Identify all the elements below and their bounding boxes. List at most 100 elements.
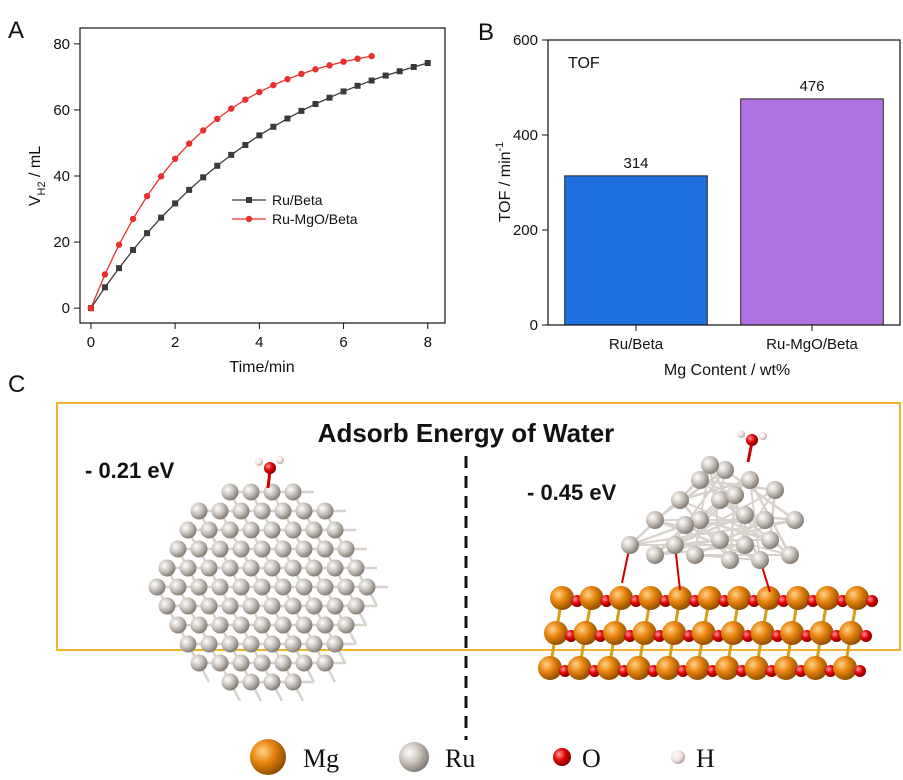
atom (646, 511, 664, 529)
atom (233, 617, 250, 634)
atom (666, 536, 684, 554)
marker (172, 200, 178, 206)
atom (538, 656, 562, 680)
legend-label: Ru/Beta (272, 192, 323, 208)
atom (296, 579, 313, 596)
atom (264, 522, 281, 539)
atom (212, 503, 229, 520)
atom (233, 503, 250, 520)
atom (597, 656, 621, 680)
atom (296, 617, 313, 634)
atom (833, 656, 857, 680)
atom (306, 598, 323, 615)
marker (158, 215, 164, 221)
marker (214, 163, 220, 169)
atom (285, 522, 302, 539)
atom (580, 586, 604, 610)
atom (804, 656, 828, 680)
atom (698, 586, 722, 610)
atom (191, 655, 208, 672)
atom (275, 617, 292, 634)
atom (170, 617, 187, 634)
marker (130, 247, 136, 253)
atom (222, 560, 239, 577)
atom (191, 541, 208, 558)
marker (186, 140, 192, 146)
atom (254, 579, 271, 596)
atom (243, 522, 260, 539)
atom (327, 636, 344, 653)
atom (255, 458, 263, 466)
legend-sphere (399, 742, 429, 772)
x-tick-label: 8 (424, 334, 432, 351)
atom (646, 546, 664, 564)
atom (603, 621, 627, 645)
legend-sphere (250, 739, 286, 775)
atom (285, 674, 302, 691)
marker (397, 68, 403, 74)
marker (116, 242, 122, 248)
atom (633, 621, 657, 645)
atom (285, 484, 302, 501)
marker (369, 78, 375, 84)
atom (233, 655, 250, 672)
x-tick-label: Ru-MgO/Beta (766, 336, 858, 353)
marker (298, 108, 304, 114)
atom (662, 621, 686, 645)
atom (306, 522, 323, 539)
atom (766, 481, 784, 499)
atom (254, 541, 271, 558)
atom (285, 560, 302, 577)
x-tick-label: 0 (87, 334, 95, 351)
marker (144, 230, 150, 236)
x-tick-label: 2 (171, 334, 179, 351)
atom (544, 621, 568, 645)
atom (726, 486, 744, 504)
marker (256, 89, 262, 95)
atom (275, 579, 292, 596)
marker (312, 101, 318, 107)
atom (243, 598, 260, 615)
annotation: TOF (568, 55, 600, 72)
marker (354, 56, 360, 62)
marker (116, 265, 122, 271)
atom (741, 471, 759, 489)
atom (774, 656, 798, 680)
atom (201, 636, 218, 653)
marker (340, 58, 346, 64)
atom (786, 586, 810, 610)
atom (854, 665, 866, 677)
y-tick-label: 80 (53, 36, 70, 53)
atom (170, 579, 187, 596)
marker (130, 216, 136, 222)
atom (285, 598, 302, 615)
atom (761, 531, 779, 549)
atom (275, 541, 292, 558)
atom (715, 656, 739, 680)
atom (222, 598, 239, 615)
marker (172, 156, 178, 162)
atom (574, 621, 598, 645)
marker (425, 60, 431, 66)
legend-label: O (582, 744, 601, 773)
atom (317, 617, 334, 634)
atom (296, 503, 313, 520)
atom (711, 531, 729, 549)
legend-label: H (696, 744, 715, 773)
y-tick-label: 0 (62, 300, 70, 317)
atom (254, 617, 271, 634)
atom (243, 674, 260, 691)
series-line (91, 56, 372, 308)
atom (692, 621, 716, 645)
marker (270, 124, 276, 130)
marker (326, 62, 332, 68)
atom (296, 541, 313, 558)
marker (88, 305, 94, 311)
atom (212, 617, 229, 634)
atom (327, 560, 344, 577)
value-label: 476 (799, 78, 824, 95)
marker (158, 173, 164, 179)
atom (621, 536, 639, 554)
atom (786, 511, 804, 529)
y-label-part: TOF / min (497, 151, 514, 222)
